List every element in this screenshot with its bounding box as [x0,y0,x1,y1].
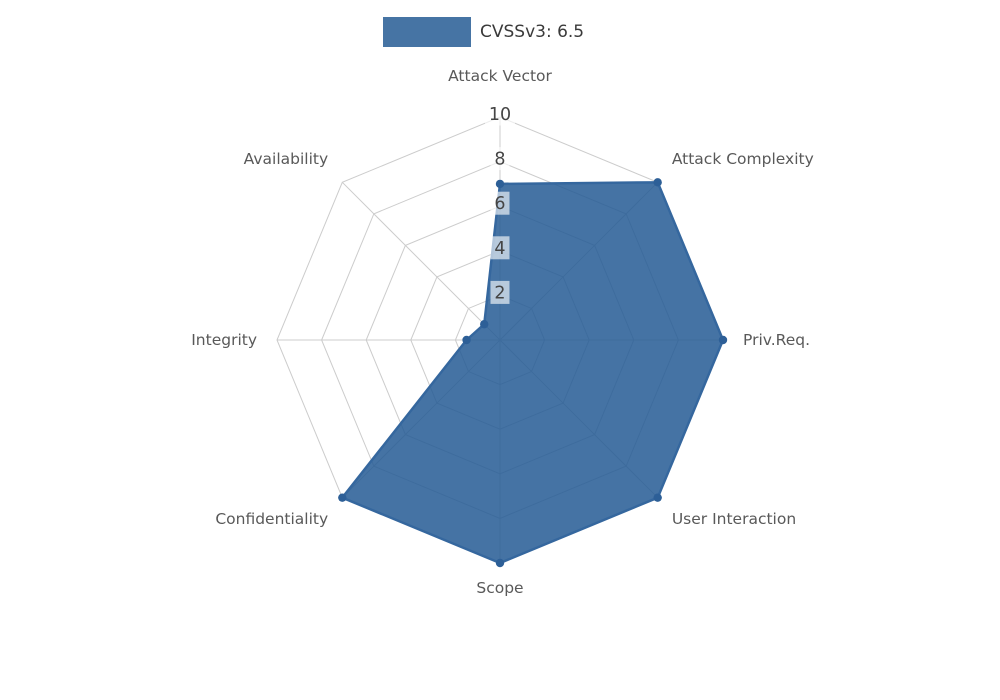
tick-label: 6 [494,194,505,214]
tick-label: 2 [494,283,505,303]
tick-label-bg [490,147,510,171]
axis-label-scope: Scope [476,579,523,597]
tick-label-bg [490,191,510,215]
data-point [480,320,489,329]
axis-label-availability: Availability [244,150,329,168]
tick-label-bg [485,102,515,126]
data-point [462,335,471,345]
tick-label: 8 [494,150,505,170]
data-point [653,178,662,187]
axis-label-priv-req: Priv.Req. [743,331,810,349]
legend-label: CVSSv3: 6.5 [480,22,585,42]
tick-label: 10 [489,105,511,125]
data-point [495,179,505,189]
data-point [495,558,505,568]
data-point [718,335,728,345]
axis-spoke [341,181,501,341]
tick-label: 4 [494,239,505,259]
axis-label-attack-complexity: Attack Complexity [672,150,814,168]
tick-label-bg [490,236,510,260]
data-point [653,493,662,502]
chart-legend: CVSSv3: 6.5 [383,17,584,47]
legend-swatch [383,17,471,47]
tick-label-bg [490,280,510,304]
axis-label-integrity: Integrity [191,331,257,349]
axis-label-confidentiality: Confidentiality [215,510,328,528]
data-point [338,493,347,502]
axis-label-user-interaction: User Interaction [672,510,796,528]
axis-label-attack-vector: Attack Vector [448,67,552,85]
